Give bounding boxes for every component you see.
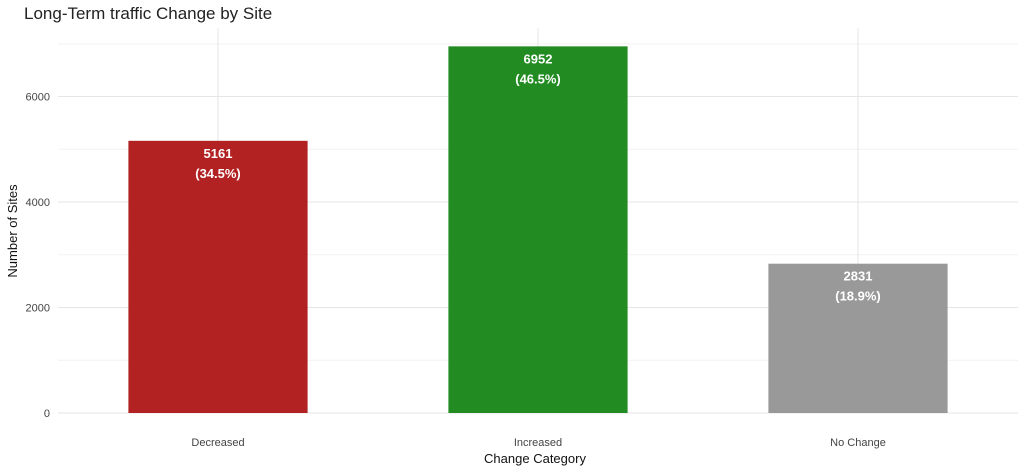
bar-percent-label: (46.5%) xyxy=(515,71,561,86)
y-tick-label: 4000 xyxy=(26,197,50,209)
bar-value-label: 6952 xyxy=(524,51,553,66)
chart-title: Long-Term traffic Change by Site xyxy=(24,4,272,23)
bar-percent-label: (34.5%) xyxy=(195,166,241,181)
bar-percent-label: (18.9%) xyxy=(835,289,881,304)
y-tick-label: 0 xyxy=(44,408,50,420)
bar-increased xyxy=(448,46,628,413)
bar-value-label: 2831 xyxy=(844,269,873,284)
bar-decreased xyxy=(128,140,308,413)
x-axis-ticks: Decreased Increased No Change xyxy=(191,437,885,449)
bar-value-label: 5161 xyxy=(204,146,233,161)
bar-no-change xyxy=(768,263,948,413)
y-tick-label: 2000 xyxy=(26,303,50,315)
x-tick-label: No Change xyxy=(830,437,886,449)
y-axis-ticks: 0 2000 4000 6000 xyxy=(26,92,50,420)
bar-labels: 5161 (34.5%) 6952 (46.5%) 2831 (18.9%) xyxy=(195,51,881,303)
x-axis-title: Change Category xyxy=(484,451,586,466)
x-tick-label: Decreased xyxy=(191,437,244,449)
y-axis-title: Number of Sites xyxy=(5,184,20,278)
bars xyxy=(128,46,948,413)
x-tick-label: Increased xyxy=(514,437,562,449)
y-tick-label: 6000 xyxy=(26,92,50,104)
